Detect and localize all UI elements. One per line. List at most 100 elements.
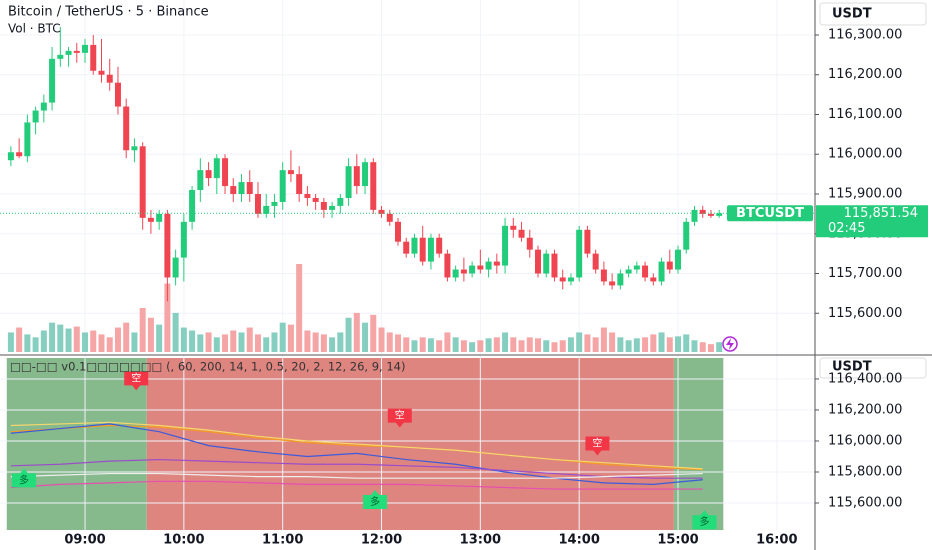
candle-body: [502, 225, 509, 266]
volume-bar: [197, 334, 204, 352]
volume-bar: [271, 332, 278, 352]
candle-body: [362, 162, 369, 187]
candle-body: [526, 237, 533, 250]
signal-shape: [363, 490, 388, 510]
signal-shape: [387, 408, 412, 428]
currency-label[interactable]: USDT: [832, 360, 872, 375]
volume-bar: [658, 332, 665, 352]
candle-body: [304, 193, 311, 198]
volume-bar: [180, 327, 187, 352]
candle-body: [485, 261, 492, 270]
signal-marker: 空09:25: [124, 371, 149, 391]
candle-body: [370, 162, 377, 210]
signal-label: 空: [131, 371, 141, 384]
volume-bar: [82, 332, 89, 352]
volume-bar: [246, 327, 253, 352]
volume-bar: [642, 337, 649, 352]
symbol-label: BTCUSDT: [736, 206, 804, 221]
signal-shape: [585, 436, 610, 456]
currency-button[interactable]: [819, 357, 927, 379]
candle-body: [320, 201, 327, 210]
candle-body: [567, 277, 574, 282]
candle-body: [337, 197, 344, 206]
volume-bar: [172, 312, 179, 352]
candle-body: [394, 221, 401, 242]
currency-label[interactable]: USDT: [832, 7, 872, 22]
candle-body: [535, 249, 542, 274]
candle-body: [65, 50, 72, 55]
volume-bar: [650, 334, 657, 352]
signal-shape: [692, 510, 717, 530]
volume-bar: [353, 312, 360, 352]
volume-bar: [40, 330, 47, 352]
candle-body: [197, 170, 204, 191]
volume-bar: [254, 334, 261, 352]
volume-bar: [600, 327, 607, 352]
volume-bar: [436, 340, 443, 352]
candle-body: [114, 82, 121, 107]
volume-bar: [403, 337, 410, 352]
volume-bar: [567, 337, 574, 352]
y-tick-label: 116,300.00: [828, 27, 902, 42]
candle-body: [666, 261, 673, 270]
volume-bar: [526, 337, 533, 352]
candle-body: [543, 253, 550, 274]
volume-bar: [617, 337, 624, 352]
volume-bar: [535, 338, 542, 352]
candle-body: [617, 273, 624, 286]
volume-bar: [263, 337, 270, 352]
candle-body: [716, 213, 723, 216]
last-price-label: 115,851.54: [844, 206, 918, 221]
currency-button[interactable]: [819, 2, 927, 26]
signal-label: 多: [370, 495, 380, 508]
volume-bar: [485, 338, 492, 352]
volume-bar: [716, 342, 723, 352]
volume-bar: [518, 340, 525, 352]
indicator-title: □□-□□ v0.1□□□□□□□ (, 60, 200, 14, 1, 0.5…: [10, 360, 405, 374]
candle-body: [600, 269, 607, 282]
candle-body: [205, 170, 212, 179]
volume-bar: [123, 322, 130, 352]
candle-body: [40, 102, 47, 111]
volume-bar: [370, 314, 377, 352]
volume-bar: [7, 332, 14, 352]
volume-bar: [691, 340, 698, 352]
candle-body: [419, 237, 426, 262]
volume-bar: [296, 264, 303, 352]
volume-bar: [543, 340, 550, 352]
chart-title: Bitcoin / TetherUS · 5 · Binance: [8, 5, 209, 20]
volume-bar: [230, 330, 237, 352]
alert-bolt: [726, 338, 734, 350]
volume-bar: [683, 334, 690, 352]
volume-bar: [114, 327, 121, 352]
candle-body: [287, 170, 294, 175]
volume-bar: [345, 317, 352, 352]
candle-body: [551, 253, 558, 278]
volume-bar: [106, 337, 113, 352]
candle-body: [625, 269, 632, 274]
candle-body: [73, 50, 80, 53]
candle-body: [642, 265, 649, 278]
candle-body: [90, 44, 97, 71]
candle-body: [633, 265, 640, 270]
alert-icon[interactable]: [722, 336, 738, 352]
volume-label: Vol · BTC: [8, 22, 61, 36]
candle-body: [164, 213, 171, 278]
y-tick-label: 116,200.00: [828, 67, 902, 82]
candle-body: [156, 213, 163, 222]
volume-bar: [469, 342, 476, 352]
zone-background: [6, 358, 147, 530]
indicator-line: [10, 480, 703, 490]
volume-bar: [205, 332, 212, 352]
candle-body: [238, 182, 245, 194]
y-tick-label: 115,600.00: [828, 306, 902, 321]
y-tick-label: 116,400.00: [828, 371, 902, 386]
candle-body: [460, 269, 467, 274]
volume-bar: [320, 334, 327, 352]
candle-body: [180, 221, 187, 258]
volume-bar: [427, 338, 434, 352]
volume-bar: [131, 332, 138, 352]
x-tick-label: 15:00: [657, 533, 698, 548]
candle-body: [510, 225, 517, 230]
